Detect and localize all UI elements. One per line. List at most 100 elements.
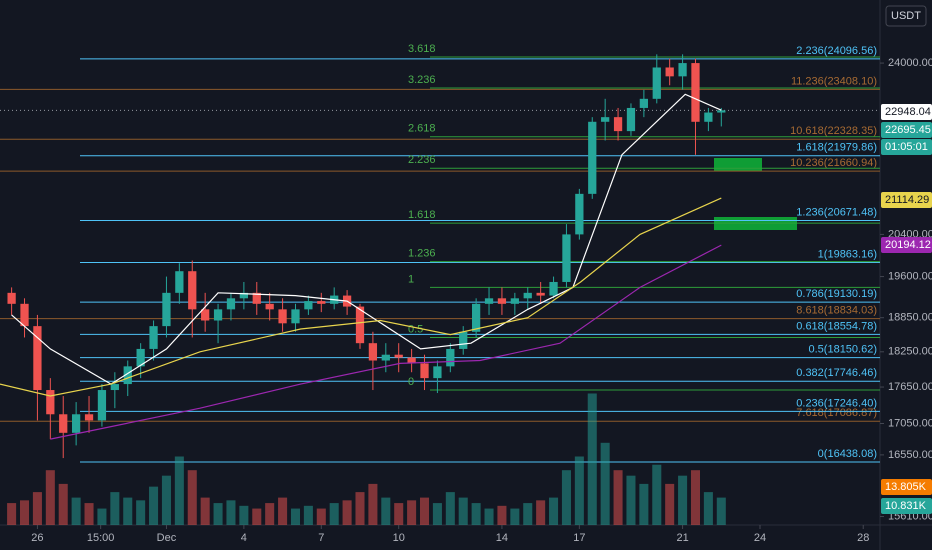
x-tick-label: 21 xyxy=(676,532,688,544)
candle-body xyxy=(446,348,455,367)
candle-body xyxy=(213,309,223,321)
currency-badge[interactable] xyxy=(885,5,927,27)
candle-body xyxy=(613,117,623,132)
y-tick-label: 19600.00 xyxy=(888,270,932,282)
candle-body xyxy=(381,354,390,361)
candle-body xyxy=(536,292,545,296)
candle-body xyxy=(484,298,494,304)
volume-bar xyxy=(561,470,571,525)
fib-label: 1.236(20671.48) xyxy=(796,206,877,218)
x-tick-label: 10 xyxy=(393,532,405,544)
candle-body xyxy=(407,357,416,364)
price-tag xyxy=(881,139,932,155)
volume-bar xyxy=(123,497,133,525)
candle-body xyxy=(239,292,248,299)
volume-bar xyxy=(97,508,107,525)
candle-body xyxy=(394,354,403,358)
candle-body xyxy=(459,331,468,349)
volume-bar xyxy=(329,503,339,525)
volume-bar xyxy=(213,503,223,525)
candle-body xyxy=(162,292,171,327)
volume-bar xyxy=(600,442,610,525)
volume-bar xyxy=(7,503,17,525)
volume-bar xyxy=(368,483,378,525)
candle-body xyxy=(355,306,365,344)
fib-label: 10.618(22328.35) xyxy=(790,125,877,137)
x-tick-label: 4 xyxy=(241,532,247,544)
volume-bar xyxy=(665,483,675,525)
volume-bar xyxy=(84,503,94,525)
candle-body xyxy=(472,303,481,332)
candle-body xyxy=(265,303,274,310)
candle-body xyxy=(20,303,29,327)
candle-body xyxy=(523,292,532,299)
fib-label: 1 xyxy=(408,273,414,285)
volume-bar xyxy=(303,505,313,525)
candle-body xyxy=(291,309,300,324)
candle-body xyxy=(317,301,326,304)
fib-label: 0.786(19130.19) xyxy=(796,288,877,300)
price-tag-label: 21114.29 xyxy=(885,194,929,206)
candle-body xyxy=(252,292,261,304)
fib-label: 1.618 xyxy=(408,209,436,221)
volume-bar xyxy=(549,497,559,525)
price-tag xyxy=(881,104,932,120)
volume-bar xyxy=(20,500,30,525)
volume-bar xyxy=(574,456,584,525)
fib-label: 1.236 xyxy=(408,248,436,260)
candle-body xyxy=(7,292,16,304)
volume-bar xyxy=(58,483,68,525)
price-tag xyxy=(881,192,932,208)
fib-label: 10.236(21660.94) xyxy=(790,157,877,169)
candle-body xyxy=(717,110,726,113)
candle-body xyxy=(226,298,236,310)
candle-body xyxy=(665,67,674,77)
moving-average xyxy=(11,93,722,385)
price-tag-label: 01:05:01 xyxy=(885,141,928,153)
candle-body xyxy=(433,366,442,379)
fib-label: 0(16438.08) xyxy=(818,448,877,460)
candle-body xyxy=(278,309,287,324)
volume-bar xyxy=(278,497,288,525)
price-tag xyxy=(881,122,932,138)
x-tick-label: 7 xyxy=(318,532,324,544)
currency-label[interactable]: USDT xyxy=(891,10,921,22)
volume-bar xyxy=(432,503,442,525)
y-tick-label: 18850.00 xyxy=(888,312,932,324)
volume-bar xyxy=(252,508,262,525)
price-tag-label: 13.805K xyxy=(885,481,927,493)
volume-bar xyxy=(239,505,249,525)
candle-body xyxy=(575,193,584,235)
candle-body xyxy=(588,121,597,194)
volume-bar xyxy=(290,508,300,525)
fib-label: 11.236(23408.10) xyxy=(791,75,877,87)
volume-bar xyxy=(678,475,688,525)
fib-label: 2.236 xyxy=(408,154,436,166)
candle-body xyxy=(175,271,184,293)
volume-bar xyxy=(265,503,275,525)
candle-body xyxy=(97,390,107,421)
fib-label: 0.5(18150.62) xyxy=(809,343,878,355)
volume-bar xyxy=(187,470,197,525)
x-tick-label: 15:00 xyxy=(87,532,115,544)
candle-body xyxy=(549,281,558,296)
x-tick-label: Dec xyxy=(157,532,177,544)
volume-bar xyxy=(510,508,520,525)
fib-label: 2.236(24096.56) xyxy=(796,45,877,57)
candle-body xyxy=(420,363,429,379)
volume-bar xyxy=(420,497,430,525)
volume-bar xyxy=(316,508,326,525)
volume-bar xyxy=(71,497,81,525)
volume-bar xyxy=(200,497,210,525)
volume-bar xyxy=(716,497,726,525)
candle-body xyxy=(33,326,42,391)
candle-body xyxy=(562,234,571,282)
volume-bar xyxy=(497,505,507,525)
y-tick-label: 24000.00 xyxy=(888,57,932,69)
volume-bar xyxy=(445,492,455,525)
volume-bar xyxy=(355,492,365,525)
candle-body xyxy=(704,112,713,122)
volume-bar xyxy=(342,500,352,525)
